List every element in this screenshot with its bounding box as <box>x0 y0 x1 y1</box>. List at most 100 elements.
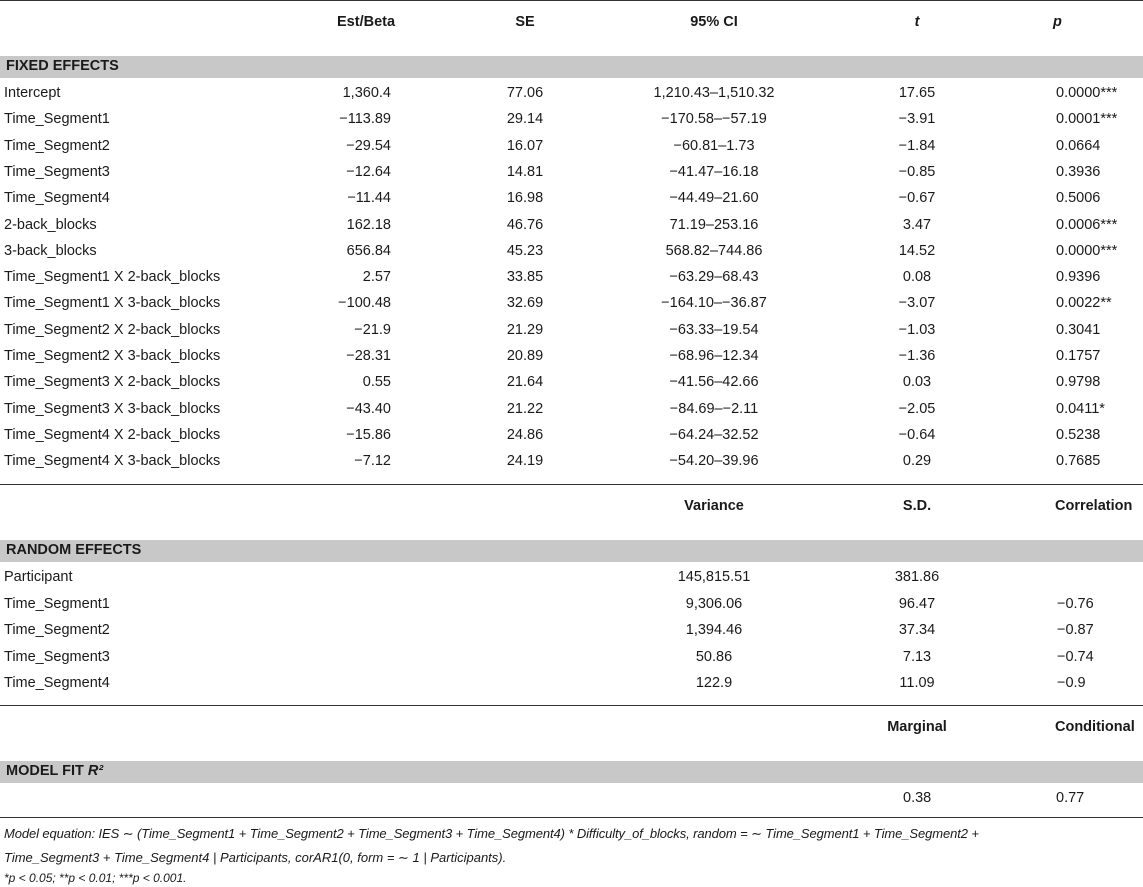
row-label: Time_Segment2 <box>4 137 110 154</box>
est-value: 1,360.4 <box>342 85 391 101</box>
ci-value: −164.10–−36.87 <box>661 295 767 312</box>
random-effects-label: RANDOM EFFECTS <box>6 542 142 558</box>
se-value: 14.81 <box>506 163 544 180</box>
header-conditional: Conditional <box>1055 719 1135 735</box>
sd-value: 381.86 <box>894 569 940 585</box>
fixed-bottom-rule <box>0 484 1143 485</box>
se-value: 45.23 <box>506 242 544 259</box>
p-value: 0.1757 <box>1056 348 1101 364</box>
p-value: 0.5238 <box>1056 426 1101 443</box>
row-label: Time_Segment2 <box>4 622 110 638</box>
footnote-line-3: *p < 0.05; **p < 0.01; ***p < 0.001. <box>4 871 187 885</box>
conditional-value: 0.77 <box>1056 790 1085 806</box>
ci-value: −64.24–32.52 <box>669 426 759 443</box>
variance-value: 145,815.51 <box>677 569 751 585</box>
ci-value: −170.58–−57.19 <box>661 111 767 128</box>
p-value: 0.9396 <box>1056 269 1101 286</box>
t-value: −1.36 <box>898 348 936 364</box>
p-value: 0.0000*** <box>1056 242 1118 259</box>
est-value: −43.40 <box>346 400 391 417</box>
sd-value: 11.09 <box>899 675 935 691</box>
correlation-value: −0.74 <box>1057 648 1094 665</box>
est-value: −29.54 <box>346 137 391 154</box>
random-bottom-rule <box>0 705 1143 706</box>
header-correlation: Correlation <box>1055 498 1133 514</box>
row-label: Participant <box>4 569 73 585</box>
p-value: 0.0411* <box>1056 400 1105 417</box>
se-value: 21.29 <box>506 321 544 338</box>
row-label: Time_Segment1 <box>4 595 110 612</box>
sd-value: 37.34 <box>898 622 936 638</box>
fixed-effects-band: FIXED EFFECTS <box>0 56 1143 78</box>
row-label: Time_Segment1 X 2-back_blocks <box>4 269 221 286</box>
est-value: −12.64 <box>346 163 391 180</box>
header-t: t <box>914 14 920 30</box>
se-value: 24.19 <box>506 453 544 470</box>
est-value: −100.48 <box>338 295 391 312</box>
row-label: Time_Segment4 <box>4 675 110 691</box>
t-value: 17.65 <box>898 85 936 101</box>
row-label: 2-back_blocks <box>4 216 97 233</box>
est-value: −15.86 <box>346 426 391 443</box>
footnote-line-1: Model equation: IES ∼ (Time_Segment1 + T… <box>4 826 979 841</box>
row-label: Intercept <box>4 85 61 101</box>
t-value: 14.52 <box>898 242 936 259</box>
se-value: 21.22 <box>506 400 544 417</box>
sd-value: 7.13 <box>902 648 932 665</box>
header-se: SE <box>515 14 535 30</box>
se-value: 29.14 <box>506 111 544 128</box>
ci-value: −44.49–21.60 <box>669 190 759 207</box>
marginal-value: 0.38 <box>903 790 932 806</box>
t-value: −0.67 <box>898 190 936 207</box>
p-value: 0.7685 <box>1056 453 1101 470</box>
p-value: 0.0022** <box>1056 295 1112 312</box>
p-value: 0.9798 <box>1056 374 1101 391</box>
t-value: 0.08 <box>902 269 932 286</box>
ci-value: 1,210.43–1,510.32 <box>653 85 775 101</box>
se-value: 20.89 <box>506 348 544 364</box>
header-p: p <box>1053 14 1062 30</box>
ci-value: −63.33–19.54 <box>669 321 759 338</box>
t-value: −3.07 <box>898 295 936 312</box>
row-label: Time_Segment4 X 3-back_blocks <box>4 453 221 470</box>
random-effects-band: RANDOM EFFECTS <box>0 540 1143 562</box>
ci-value: 568.82–744.86 <box>665 242 763 259</box>
est-value: 0.55 <box>362 374 391 391</box>
ci-value: −68.96–12.34 <box>669 348 759 364</box>
variance-value: 50.86 <box>695 648 733 665</box>
model-fit-label-symbol: R² <box>87 763 104 779</box>
row-label: Time_Segment3 X 3-back_blocks <box>4 400 221 417</box>
est-value: −113.89 <box>339 111 391 128</box>
est-value: −21.9 <box>354 321 391 338</box>
ci-value: −41.56–42.66 <box>669 374 759 391</box>
t-value: −1.84 <box>898 137 936 154</box>
row-label: Time_Segment1 <box>4 111 110 128</box>
se-value: 21.64 <box>506 374 544 391</box>
row-label: Time_Segment4 X 2-back_blocks <box>4 426 221 443</box>
header-est-beta: Est/Beta <box>337 14 396 30</box>
t-value: −2.05 <box>898 400 936 417</box>
se-value: 33.85 <box>506 269 544 286</box>
t-value: 0.29 <box>902 453 932 470</box>
t-value: 0.03 <box>902 374 932 391</box>
row-label: Time_Segment1 X 3-back_blocks <box>4 295 221 312</box>
ci-value: −60.81–1.73 <box>673 137 755 154</box>
sd-value: 96.47 <box>898 595 936 612</box>
correlation-value: −0.76 <box>1057 595 1094 612</box>
t-value: −0.85 <box>898 163 936 180</box>
se-value: 24.86 <box>506 426 544 443</box>
variance-value: 122.9 <box>695 675 733 691</box>
row-label: Time_Segment3 <box>4 163 110 180</box>
t-value: 3.47 <box>902 216 932 233</box>
bottom-rule <box>0 817 1143 818</box>
ci-value: 71.19–253.16 <box>669 216 759 233</box>
p-value: 0.5006 <box>1056 190 1101 207</box>
row-label: Time_Segment2 X 3-back_blocks <box>4 348 221 364</box>
ci-value: −84.69–−2.11 <box>669 400 759 417</box>
est-value: 2.57 <box>362 269 391 286</box>
variance-value: 1,394.46 <box>685 622 743 638</box>
ci-value: −63.29–68.43 <box>669 269 759 286</box>
variance-value: 9,306.06 <box>685 595 743 612</box>
model-fit-band: MODEL FIT R² <box>0 761 1143 783</box>
row-label: 3-back_blocks <box>4 242 97 259</box>
